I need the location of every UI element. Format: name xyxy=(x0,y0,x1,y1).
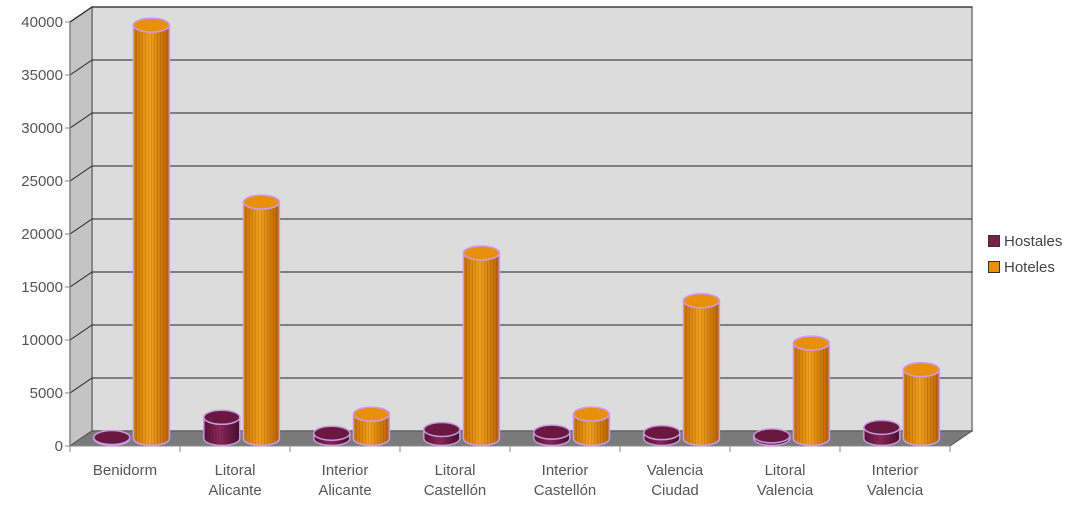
y-tick-label: 25000 xyxy=(21,173,63,190)
x-tick-label: Interior xyxy=(542,462,589,479)
x-tick-label: Valencia xyxy=(647,462,704,479)
gridlines xyxy=(69,6,972,447)
x-tick-label: Litoral xyxy=(765,462,806,479)
bar-hoteles-3-body xyxy=(462,252,501,447)
gridline-side xyxy=(69,6,93,23)
bar-hoteles-7 xyxy=(902,361,941,447)
bar-hostales-1-body xyxy=(203,416,241,447)
x-tick-label: Alicante xyxy=(318,482,371,499)
bar-hoteles-4 xyxy=(572,406,611,447)
bar-hoteles-0-body xyxy=(132,24,171,447)
x-tick-label: Castellón xyxy=(424,482,487,499)
legend-item-hostales: Hostales xyxy=(988,228,1062,254)
bar-hoteles-0 xyxy=(132,17,171,447)
bar-hostales-1-top xyxy=(203,409,241,426)
legend-label-hoteles: Hoteles xyxy=(1004,258,1055,276)
x-tick-label: Interior xyxy=(322,462,369,479)
legend: Hostales Hoteles xyxy=(988,228,1062,280)
y-tick-label: 30000 xyxy=(21,120,63,137)
bar-hoteles-2 xyxy=(352,406,391,447)
bar-hoteles-6-body xyxy=(792,342,831,447)
bar-hostales-5 xyxy=(643,424,681,447)
y-tick-label: 35000 xyxy=(21,67,63,84)
bar-hoteles-6-top xyxy=(792,335,831,351)
x-axis: Benidorm Litoral Alicante Interior Alicante L… xyxy=(69,445,951,499)
y-tick-label: 40000 xyxy=(21,14,63,31)
gridline-side xyxy=(69,324,93,341)
bars xyxy=(93,17,941,447)
legend-label-hostales: Hostales xyxy=(1004,232,1063,250)
bar-hostales-7 xyxy=(863,419,901,447)
bar-hoteles-0-top xyxy=(132,17,171,33)
y-tick-label: 20000 xyxy=(21,226,63,243)
y-tick-label: 5000 xyxy=(30,385,63,402)
bar-hostales-6 xyxy=(753,428,791,447)
legend-item-hoteles: Hoteles xyxy=(988,254,1062,280)
bar-hoteles-6 xyxy=(792,335,831,447)
bar-hoteles-5-top xyxy=(682,292,721,309)
bar-hoteles-1-body xyxy=(242,201,281,447)
bar-hoteles-3-top xyxy=(462,245,501,261)
bar-hoteles-5 xyxy=(682,292,721,447)
gridline-side xyxy=(69,165,93,182)
bar-hostales-5-top xyxy=(643,424,681,441)
bar-hostales-2-top xyxy=(313,425,351,441)
bar-hoteles-2-body xyxy=(352,413,391,447)
y-tick-label: 15000 xyxy=(21,279,63,296)
bar-hoteles-7-body xyxy=(902,368,941,447)
bar-hostales-3 xyxy=(423,421,461,447)
bar-hoteles-4-top xyxy=(572,406,611,422)
plot-walls xyxy=(69,5,973,448)
x-tick-label: Litoral xyxy=(215,462,256,479)
gridline-side xyxy=(69,271,93,288)
x-tick-label: Valencia xyxy=(757,482,814,499)
bar-hoteles-5-body xyxy=(682,299,721,447)
x-tick-label: Castellón xyxy=(534,482,597,499)
bar-hostales-7-top xyxy=(863,419,901,436)
x-tick-label: Benidorm xyxy=(93,462,157,479)
bar-hoteles-2-top xyxy=(352,406,391,422)
bar-hostales-0 xyxy=(93,429,131,447)
bar-hostales-4 xyxy=(533,424,571,447)
bar-hoteles-3 xyxy=(462,245,501,447)
bar-hoteles-7-top xyxy=(902,361,941,378)
gridline-side xyxy=(69,377,93,394)
gridline-side xyxy=(69,112,93,129)
bar-hostales-2 xyxy=(313,425,351,447)
gridline-side xyxy=(69,59,93,76)
y-tick-label: 0 xyxy=(55,438,63,455)
bar-hostales-6-top xyxy=(753,428,791,444)
y-tick-label: 10000 xyxy=(21,332,63,349)
x-tick-label: Valencia xyxy=(867,482,924,499)
y-axis: 0 5000 10000 15000 20000 25000 30000 35000 40000 xyxy=(21,14,71,455)
bar-hostales-1 xyxy=(203,409,241,447)
x-tick-label: Litoral xyxy=(435,462,476,479)
bar-hostales-3-top xyxy=(423,421,461,438)
x-tick-label: Interior xyxy=(872,462,919,479)
x-tick-label: Alicante xyxy=(208,482,261,499)
legend-swatch-hostales xyxy=(988,235,1000,247)
bar-hoteles-4-body xyxy=(572,413,611,447)
bar-hoteles-1-top xyxy=(242,194,281,210)
gridline-side xyxy=(69,218,93,235)
legend-swatch-hoteles xyxy=(988,261,1000,273)
bar-hostales-4-top xyxy=(533,424,571,440)
bar-hostales-0-top xyxy=(93,429,131,446)
bar-hoteles-1 xyxy=(242,194,281,447)
x-tick-label: Ciudad xyxy=(651,482,699,499)
